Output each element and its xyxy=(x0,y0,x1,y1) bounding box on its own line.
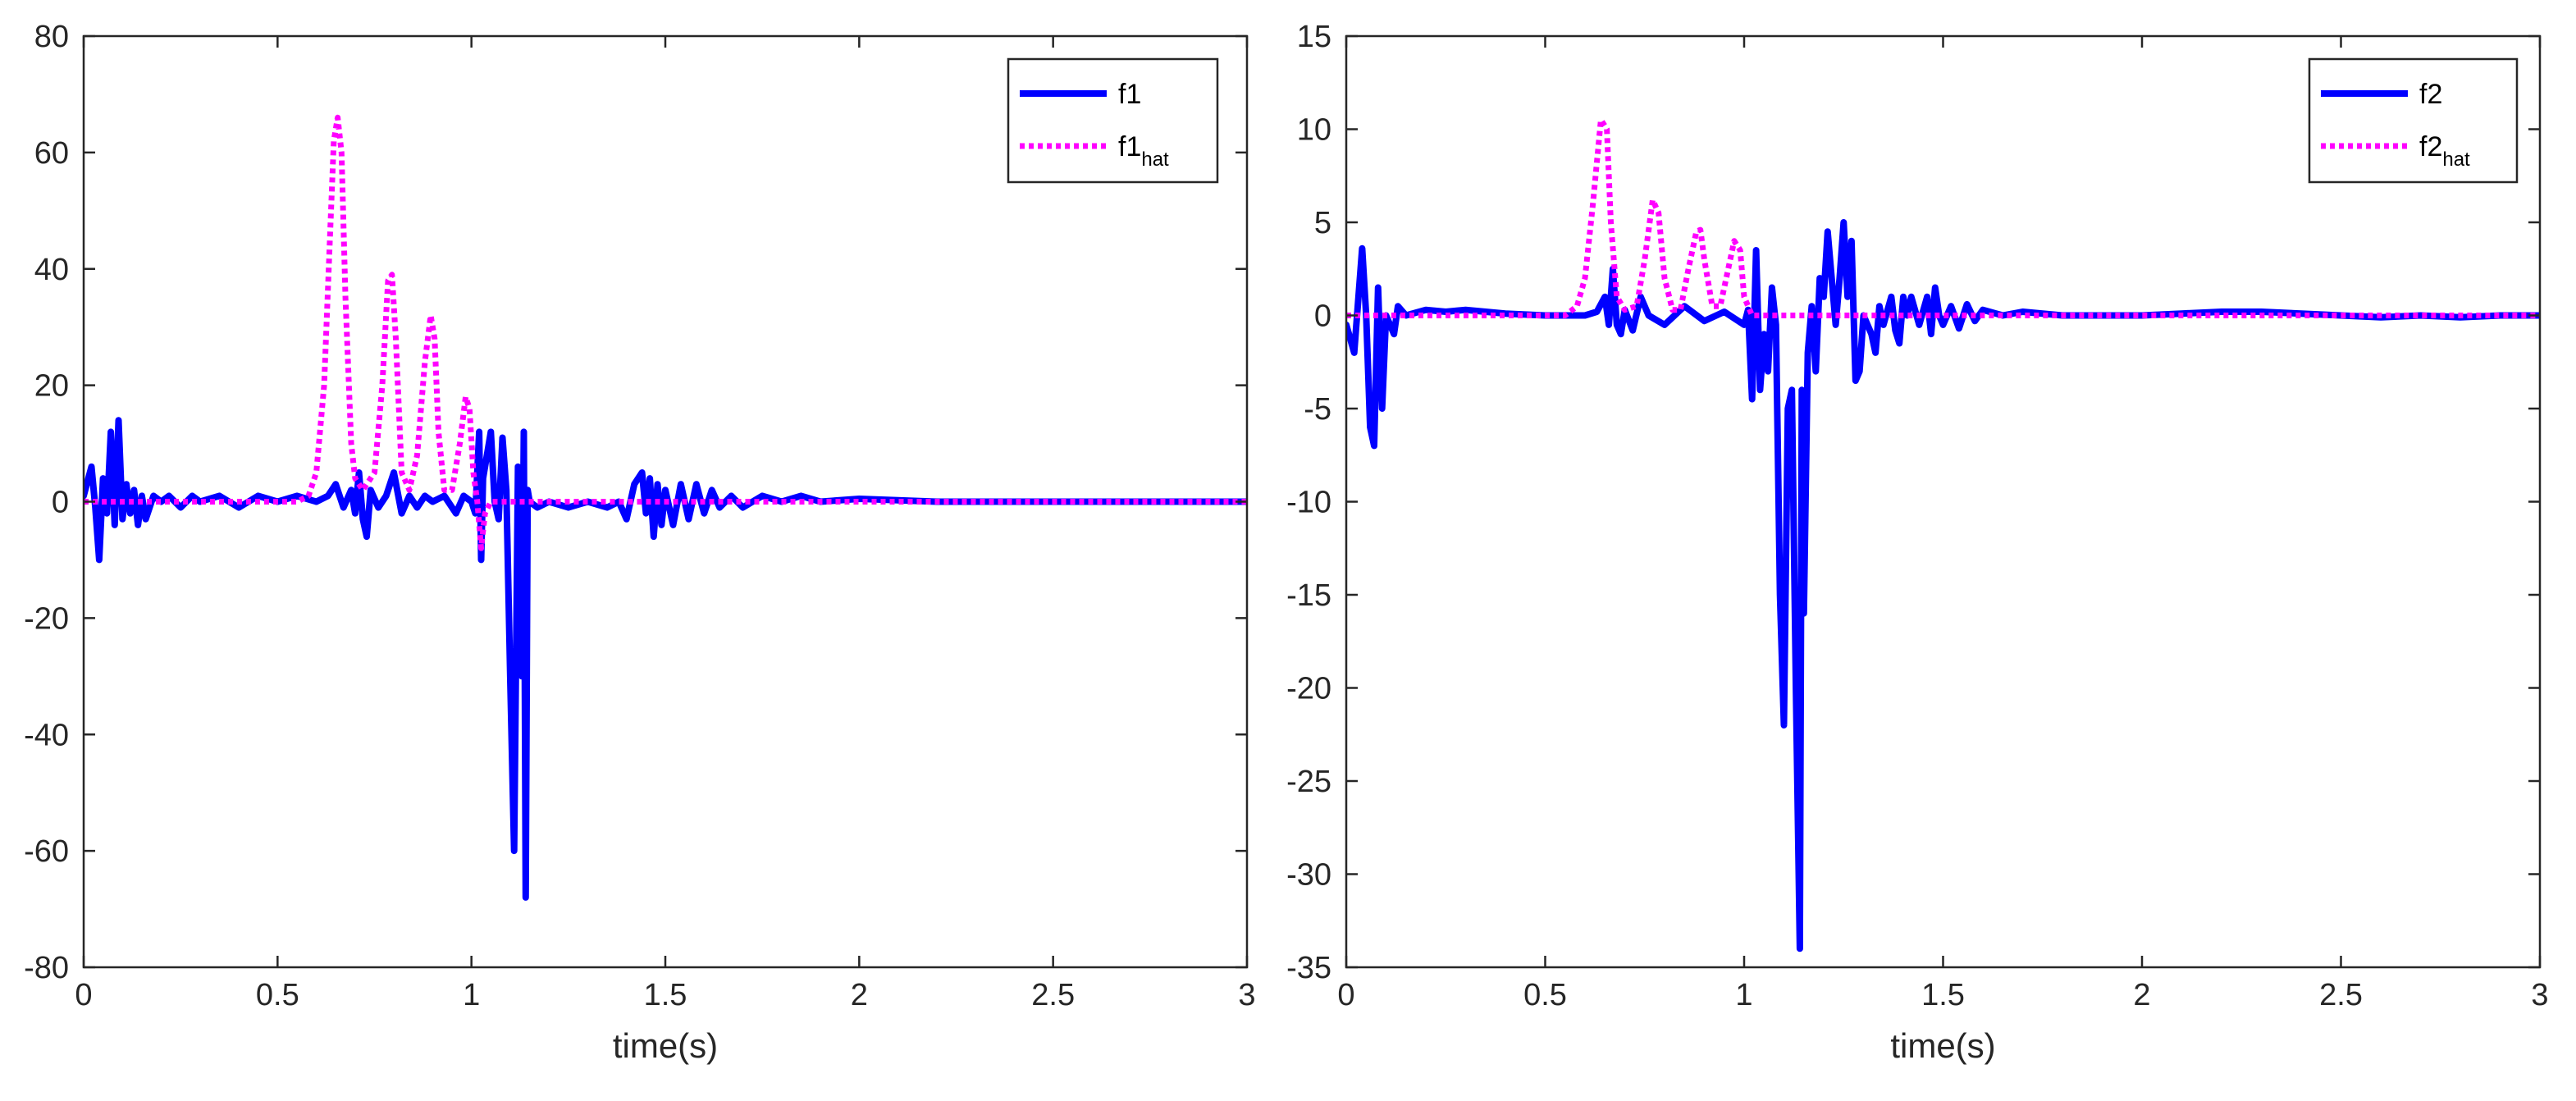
x-tick-label: 3 xyxy=(1238,978,1255,1012)
x-tick-label: 0 xyxy=(75,978,92,1012)
y-tick-label: -20 xyxy=(1286,672,1331,706)
legend-label-subscript: hat xyxy=(2442,148,2470,171)
x-axis-title: time(s) xyxy=(613,1026,718,1065)
y-tick-label: -80 xyxy=(24,951,69,985)
chart-2: 0 0.5 1 1.5 2 2.5 3 -35 -30 -25 -20 -15 -10 -5 0 5 10 15 t… xyxy=(1286,20,2548,1065)
x-tick-label: 1.5 xyxy=(644,978,687,1012)
y-tick-label: 20 xyxy=(34,369,69,404)
series-group xyxy=(84,114,1247,901)
plot-area xyxy=(1346,36,2540,967)
y-tick-label: -5 xyxy=(1304,392,1331,427)
series-line-f2-hat xyxy=(1346,116,2540,318)
x-tick-label: 1.5 xyxy=(1921,978,1965,1012)
series-group xyxy=(1346,116,2540,953)
x-tick-label: 0.5 xyxy=(1523,978,1567,1012)
legend-label-f1: f1 xyxy=(1118,79,1141,110)
y-tick-label: 60 xyxy=(34,136,69,171)
x-axis-title: time(s) xyxy=(1890,1026,1995,1065)
legend-box xyxy=(1007,57,1219,184)
y-tick-label: -20 xyxy=(24,601,69,636)
y-tick-label: 80 xyxy=(34,20,69,54)
y-tick-label: 0 xyxy=(1314,299,1331,334)
legend-box xyxy=(2308,57,2519,184)
x-tick-label: 2.5 xyxy=(1031,978,1075,1012)
y-tick-label: -30 xyxy=(1286,858,1331,893)
y-tick-label: -40 xyxy=(24,718,69,752)
y-tick-label: 40 xyxy=(34,253,69,287)
y-tick-label: 5 xyxy=(1314,206,1331,240)
y-tick-label: -15 xyxy=(1286,578,1331,613)
x-tick-label: 2.5 xyxy=(2319,978,2363,1012)
x-tick-label: 2 xyxy=(2133,978,2150,1012)
x-tick-label: 1 xyxy=(463,978,480,1012)
legend-label-subscript: hat xyxy=(1141,148,1169,171)
x-tick-label: 1 xyxy=(1735,978,1752,1012)
chart-1: 0 0.5 1 1.5 2 2.5 3 -80 -60 -40 -20 0 20 40 60 80 time(s… xyxy=(24,20,1255,1065)
y-tick-label: -25 xyxy=(1286,765,1331,799)
series-line-f1 xyxy=(84,417,1247,901)
y-tick-label: 10 xyxy=(1297,113,1331,148)
y-tick-label: -35 xyxy=(1286,951,1331,985)
series-line-f1-hat xyxy=(84,114,1247,551)
y-tick-label: 0 xyxy=(52,486,69,520)
charts-layer: 0 0.5 1 1.5 2 2.5 3-80-60-40-20020406080time(s… xyxy=(24,20,2548,1065)
x-tick-label: 2 xyxy=(851,978,868,1012)
x-tick-label: 0.5 xyxy=(256,978,299,1012)
legend-label-f2: f2 xyxy=(2419,79,2442,110)
y-tick-label: -60 xyxy=(24,834,69,869)
y-tick-label: 15 xyxy=(1297,20,1331,54)
x-tick-label: 3 xyxy=(2531,978,2548,1012)
y-tick-label: -10 xyxy=(1286,486,1331,520)
x-tick-label: 0 xyxy=(1337,978,1354,1012)
